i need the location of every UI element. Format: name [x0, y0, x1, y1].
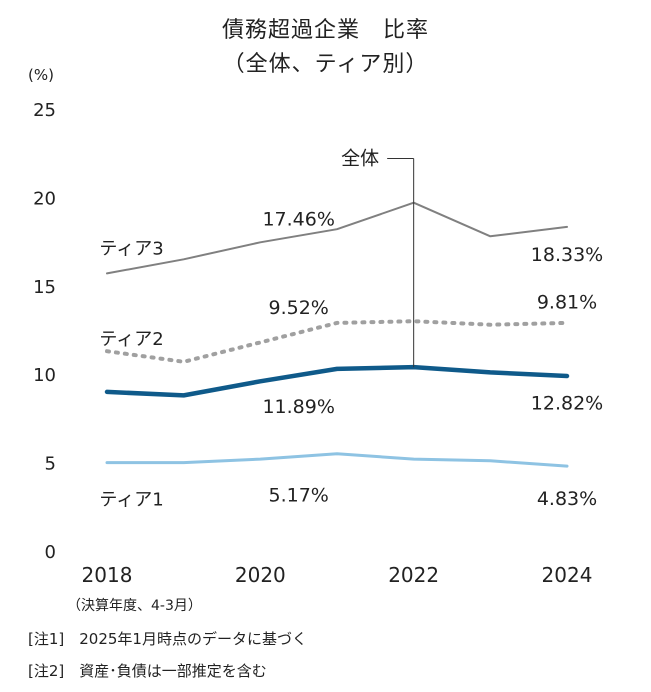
- x-tick-label: 2018: [82, 563, 133, 587]
- x-tick-label: 2020: [235, 563, 286, 587]
- data-label: 9.52%: [268, 297, 328, 319]
- series-label: ティア3: [99, 239, 163, 260]
- y-tick-label: 20: [33, 188, 56, 209]
- series-line: [106, 201, 568, 275]
- data-label: 9.81%: [537, 292, 597, 314]
- data-label: 18.33%: [531, 244, 603, 266]
- chart-title: 債務超過企業 比率: [221, 18, 429, 43]
- y-tick-label: 10: [33, 365, 56, 386]
- data-label: 5.17%: [268, 484, 328, 506]
- y-tick-label: 5: [45, 454, 56, 475]
- y-tick-label: 0: [45, 542, 56, 563]
- y-tick-label: 25: [33, 100, 56, 121]
- data-label: 11.89%: [262, 396, 334, 418]
- x-axis: 2018 2020 2022 2024: [82, 563, 593, 587]
- y-unit-label: (%): [28, 66, 54, 84]
- y-axis: 0 5 10 15 20 25: [33, 100, 56, 563]
- note-1: [注1] 2025年1月時点のデータに基づく: [28, 630, 307, 648]
- series-line: [105, 452, 569, 468]
- data-label: 4.83%: [537, 488, 597, 510]
- series-label: ティア2: [99, 329, 163, 350]
- fiscal-year-note: （決算年度、4-3月）: [67, 598, 202, 614]
- x-tick-label: 2024: [542, 563, 593, 587]
- series-line: [105, 319, 569, 364]
- data-label: 12.82%: [531, 392, 603, 414]
- series-label: ティア1: [99, 490, 163, 511]
- series-lines: [104, 201, 570, 468]
- y-tick-label: 15: [33, 277, 56, 298]
- chart-subtitle: （全体、ティア別）: [222, 52, 429, 77]
- data-labels: 17.46% 18.33% 9.52% 9.81% 11.89% 12.82% 5.17% 4…: [262, 209, 603, 510]
- data-label: 17.46%: [262, 209, 334, 231]
- x-tick-label: 2022: [388, 563, 439, 587]
- note-2: [注2] 資産･負債は一部推定を含む: [28, 662, 267, 680]
- series-line: [104, 364, 570, 398]
- callout-label: 全体: [341, 148, 379, 170]
- overall-callout: 全体: [341, 148, 415, 368]
- series-labels: ティア3 ティア2 ティア1: [99, 239, 163, 511]
